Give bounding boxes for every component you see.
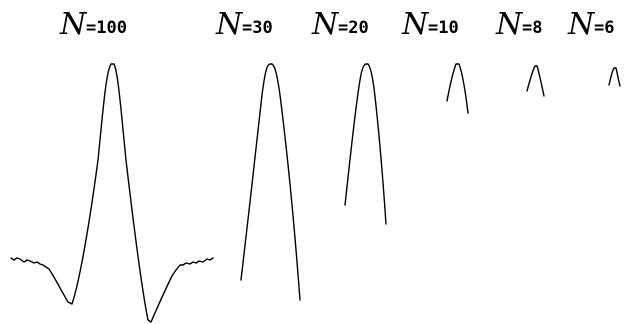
curve-n30 xyxy=(240,63,301,301)
curve-n10 xyxy=(446,63,469,114)
label-n10-value: =10 xyxy=(428,18,459,38)
label-n30-symbol: N xyxy=(215,7,244,42)
label-n20-symbol: N xyxy=(311,7,340,42)
label-n30-value: =30 xyxy=(242,18,273,38)
label-n100: N =100 xyxy=(59,7,127,42)
label-n8-value: =8 xyxy=(522,18,542,38)
label-n8-symbol: N xyxy=(495,7,524,42)
curve-n8 xyxy=(526,65,545,97)
curve-n6 xyxy=(608,67,621,87)
curve-n100 xyxy=(10,63,214,323)
label-n20-value: =20 xyxy=(338,18,369,38)
label-n6-value: =6 xyxy=(594,18,614,38)
curve-n20 xyxy=(344,63,387,225)
label-n100-symbol: N xyxy=(59,7,88,42)
curves xyxy=(10,63,621,323)
label-n6-symbol: N xyxy=(567,7,596,42)
label-n10: N =10 xyxy=(401,7,459,42)
label-n20: N =20 xyxy=(311,7,369,42)
label-n30: N =30 xyxy=(215,7,273,42)
label-n6: N =6 xyxy=(567,7,614,42)
label-n100-value: =100 xyxy=(86,18,127,38)
label-n8: N =8 xyxy=(495,7,542,42)
label-n10-symbol: N xyxy=(401,7,430,42)
